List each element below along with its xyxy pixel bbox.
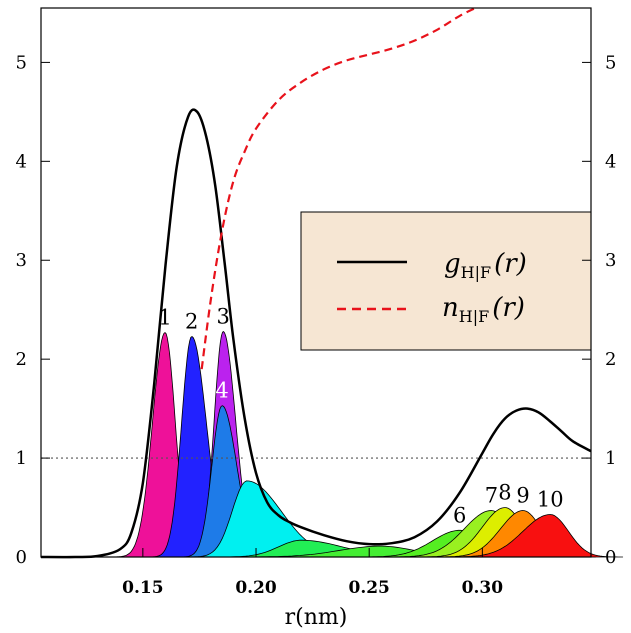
legend-g-subscript: H|F — [461, 263, 491, 282]
y-tick-label-right: 2 — [605, 349, 616, 370]
y-tick-label-right: 4 — [605, 151, 616, 172]
n-curve — [200, 7, 477, 370]
peak-label-7: 7 — [485, 484, 498, 508]
x-tick-label: 0.20 — [235, 578, 277, 598]
legend-g-symbol: g — [444, 249, 461, 279]
y-tick-label-left: 5 — [16, 52, 27, 73]
legend-n-arg: (r) — [492, 293, 525, 323]
peak-label-10: 10 — [537, 487, 564, 511]
peak-10 — [441, 514, 624, 558]
legend: gH|F (r) nH|F (r) — [300, 211, 592, 351]
y-tick-label-right: 1 — [605, 448, 616, 469]
peak-label-4: 4 — [215, 379, 228, 403]
y-tick-label-right: 5 — [605, 52, 616, 73]
peak-label-1: 1 — [158, 305, 171, 329]
y-tick-label-left: 4 — [16, 151, 27, 172]
axes-layer: 0 01 12 23 34 45 50.15 0.20 0.25 0.30 — [16, 52, 617, 598]
y-tick-label-right: 3 — [605, 250, 616, 271]
curves-layer — [40, 7, 592, 559]
peak-label-6: 6 — [453, 503, 466, 527]
legend-entry-g: gH|F (r) — [444, 249, 527, 282]
peak-labels-layer: 1 2 3 4 5 67 8 9 10 — [158, 304, 563, 527]
x-tick-label: 0.15 — [122, 578, 163, 598]
y-tick-label-left: 0 — [16, 547, 27, 568]
legend-entry-n: nH|F (r) — [442, 293, 525, 326]
y-tick-label-left: 1 — [16, 448, 27, 469]
g-curve — [40, 108, 592, 559]
x-tick-label: 0.25 — [348, 578, 389, 598]
y-tick-label-left: 3 — [16, 250, 27, 271]
legend-box — [300, 211, 592, 351]
y-tick-label-left: 2 — [16, 349, 27, 370]
peak-label-3: 3 — [217, 304, 230, 328]
y-tick-label-right: 0 — [605, 547, 616, 568]
plot-frame — [40, 7, 592, 558]
legend-g-arg: (r) — [494, 249, 527, 279]
peak-label-5: 5 — [240, 454, 253, 478]
peaks-layer — [114, 331, 624, 558]
peak-label-8: 8 — [498, 481, 511, 505]
x-tick-label: 0.30 — [462, 578, 504, 598]
legend-n-symbol: n — [442, 293, 459, 323]
legend-n-subscript: H|F — [459, 307, 489, 326]
peak-label-2: 2 — [185, 309, 198, 333]
peak-label-9: 9 — [516, 484, 529, 508]
x-axis-label: r(nm) — [285, 605, 348, 630]
